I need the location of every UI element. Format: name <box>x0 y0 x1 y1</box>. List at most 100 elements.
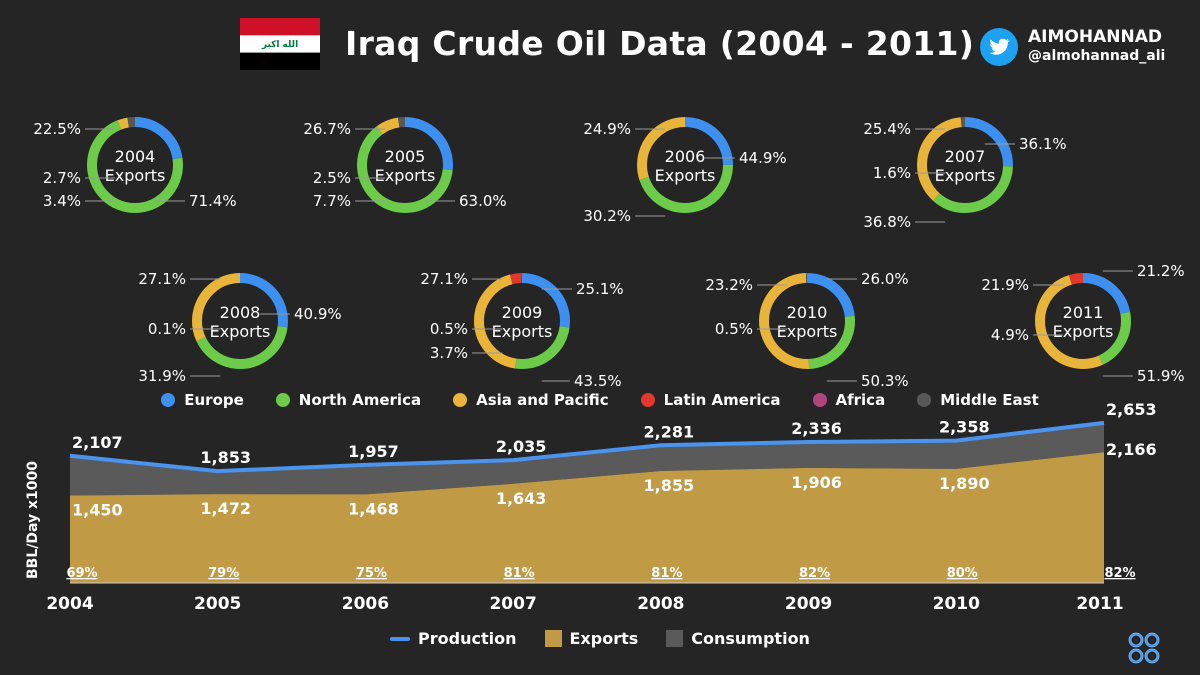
donut-pct-label: 36.1% <box>1019 135 1067 153</box>
legend-label: North America <box>298 391 422 409</box>
export-share-label: 81% <box>651 566 682 581</box>
donut-pct-label: 0.5% <box>430 320 468 338</box>
donut-segment-north-america <box>87 117 183 213</box>
x-tick-label: 2008 <box>637 594 684 614</box>
donut-pct-label: 27.1% <box>420 270 468 288</box>
legend-consumption: Consumption <box>666 629 810 648</box>
donut-year: 2010 <box>787 303 828 322</box>
donut-pct-label: 25.4% <box>863 120 911 138</box>
author-handle[interactable]: AIMOHANNAD @almohannad_ali <box>980 28 1165 66</box>
donut-sub: Exports <box>375 166 436 185</box>
exports-swatch-icon <box>544 630 562 647</box>
donut-pct-label: 2.5% <box>313 169 351 187</box>
x-tick-label: 2006 <box>342 594 389 614</box>
production-area-chart: 2,107 1,450 69% 2004 1,853 1,472 79% 2005 1,957 1… <box>46 400 1156 614</box>
export-share-label: 79% <box>208 566 239 581</box>
exports-area <box>70 452 1104 583</box>
area-chart-legend: Production Exports Consumption <box>0 629 1200 648</box>
region-legend: Europe North America Asia and Pacific La… <box>0 391 1200 409</box>
donut-pct-label: 3.4% <box>43 192 81 210</box>
legend-exports: Exports <box>544 629 638 648</box>
donut-pct-label: 7.7% <box>313 192 351 210</box>
donut-pct-label: 51.9% <box>1137 367 1185 385</box>
legend-label: Middle East <box>940 391 1039 409</box>
north-america-dot-icon <box>275 393 290 407</box>
exports-value-label: 1,468 <box>348 499 399 518</box>
production-line <box>69 420 1105 474</box>
production-value-label: 2,035 <box>496 437 547 456</box>
production-value-label: 1,853 <box>200 448 251 467</box>
donut-segment-asia-and-pacific <box>192 273 288 369</box>
donut-segment-north-america <box>357 117 453 213</box>
production-line-icon <box>390 636 411 641</box>
donut-segment-north-america <box>637 117 733 213</box>
export-share-label: 75% <box>356 566 387 581</box>
legend-label: Asia and Pacific <box>476 391 609 409</box>
donut-segment-middle-east <box>917 117 1013 213</box>
donut-sub: Exports <box>105 166 166 185</box>
donut-pct-label: 27.1% <box>138 270 186 288</box>
latin-america-dot-icon <box>640 393 655 407</box>
x-tick-label: 2007 <box>489 594 536 614</box>
donut-segment-north-america <box>759 273 855 369</box>
donut-pct-label: 26.0% <box>861 270 909 288</box>
iraq-flag-icon: الله اكبر <box>240 18 320 70</box>
donut-segment-middle-east <box>474 273 570 369</box>
donut-segment-north-america <box>1035 273 1131 369</box>
export-share-label: 69% <box>66 566 97 581</box>
legend-production: Production <box>390 629 517 648</box>
legend-africa: Africa <box>812 391 886 409</box>
production-value-label: 2,358 <box>939 418 990 437</box>
africa-dot-icon <box>812 393 827 407</box>
exports-value-label: 1,906 <box>791 473 842 492</box>
production-value-label: 2,336 <box>791 419 842 438</box>
legend-label: Africa <box>835 391 886 409</box>
donut-pct-label: 23.2% <box>705 276 753 294</box>
donut-sub: Exports <box>492 322 553 341</box>
handle-at: @almohannad_ali <box>1028 48 1166 64</box>
donut-segment-middle-east <box>759 273 855 369</box>
donut-sub: Exports <box>655 166 716 185</box>
asia-pacific-dot-icon <box>453 393 468 407</box>
production-value-label: 2,107 <box>72 433 123 452</box>
donut-segment-asia-and-pacific <box>1035 273 1131 369</box>
legend-north-america: North America <box>275 391 422 409</box>
legend-label: Europe <box>184 391 244 409</box>
exports-value-label: 2,166 <box>1106 440 1157 459</box>
donut-pct-label: 2.7% <box>43 169 81 187</box>
donut-pct-label: 25.1% <box>576 280 624 298</box>
exports-value-label: 1,855 <box>644 476 695 495</box>
donut-pct-label: 0.5% <box>715 320 753 338</box>
consumption-swatch-icon <box>666 630 684 647</box>
donut-pct-label: 21.9% <box>981 276 1029 294</box>
donut-pct-label: 1.6% <box>873 164 911 182</box>
production-value-label: 2,281 <box>644 422 695 441</box>
donut-pct-label: 50.3% <box>861 372 909 390</box>
donut-segment-north-america <box>917 117 1013 213</box>
europe-dot-icon <box>161 393 176 407</box>
donut-segment-asia-and-pacific <box>637 117 733 213</box>
donut-segment-asia-and-pacific <box>917 117 1013 213</box>
x-tick-label: 2011 <box>1076 594 1123 614</box>
donut-pct-label: 21.2% <box>1137 262 1185 280</box>
export-donuts: 2004Exports22.5%71.4%3.4%2.7%2005Exports… <box>33 117 1185 390</box>
handle-name: AIMOHANNAD <box>1028 27 1162 47</box>
x-tick-label: 2004 <box>46 594 93 614</box>
donut-pct-label: 4.9% <box>991 326 1029 344</box>
legend-label: Latin America <box>663 391 781 409</box>
donut-pct-label: 31.9% <box>138 367 186 385</box>
donut-pct-label: 40.9% <box>294 305 342 323</box>
donut-pct-label: 22.5% <box>33 120 81 138</box>
production-value-label: 1,957 <box>348 442 399 461</box>
export-share-label: 80% <box>947 566 978 581</box>
donut-segment-north-america <box>474 273 570 369</box>
donut-year: 2007 <box>945 147 986 166</box>
x-tick-label: 2005 <box>194 594 241 614</box>
